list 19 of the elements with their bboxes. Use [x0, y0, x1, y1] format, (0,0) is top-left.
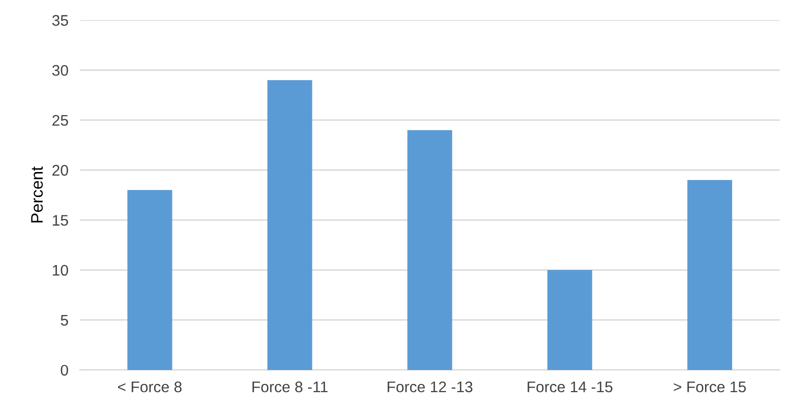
x-tick-label: < Force 8: [118, 381, 182, 392]
x-tick-label: > Force 15: [674, 382, 746, 392]
y-tick-label: 10: [52, 264, 68, 276]
bar: [267, 80, 312, 370]
bar: [547, 270, 592, 370]
y-tick-label: 15: [52, 215, 68, 226]
y-axis-title: Percent: [31, 166, 43, 222]
x-tick-label: Force 8 -11: [252, 381, 328, 392]
bar: [127, 190, 172, 370]
y-tick-label: 25: [52, 114, 68, 126]
y-tick-label: 35: [52, 15, 68, 26]
x-tick-label: Force 14 -15: [528, 382, 612, 392]
x-tick-label: Force 12 -13: [388, 381, 472, 392]
y-tick-label: 5: [60, 315, 68, 326]
bar: [407, 130, 452, 370]
bar: [687, 180, 732, 370]
y-tick-label: 30: [52, 64, 68, 76]
y-tick-label: 20: [52, 164, 68, 176]
y-tick-label: 0: [60, 364, 68, 376]
